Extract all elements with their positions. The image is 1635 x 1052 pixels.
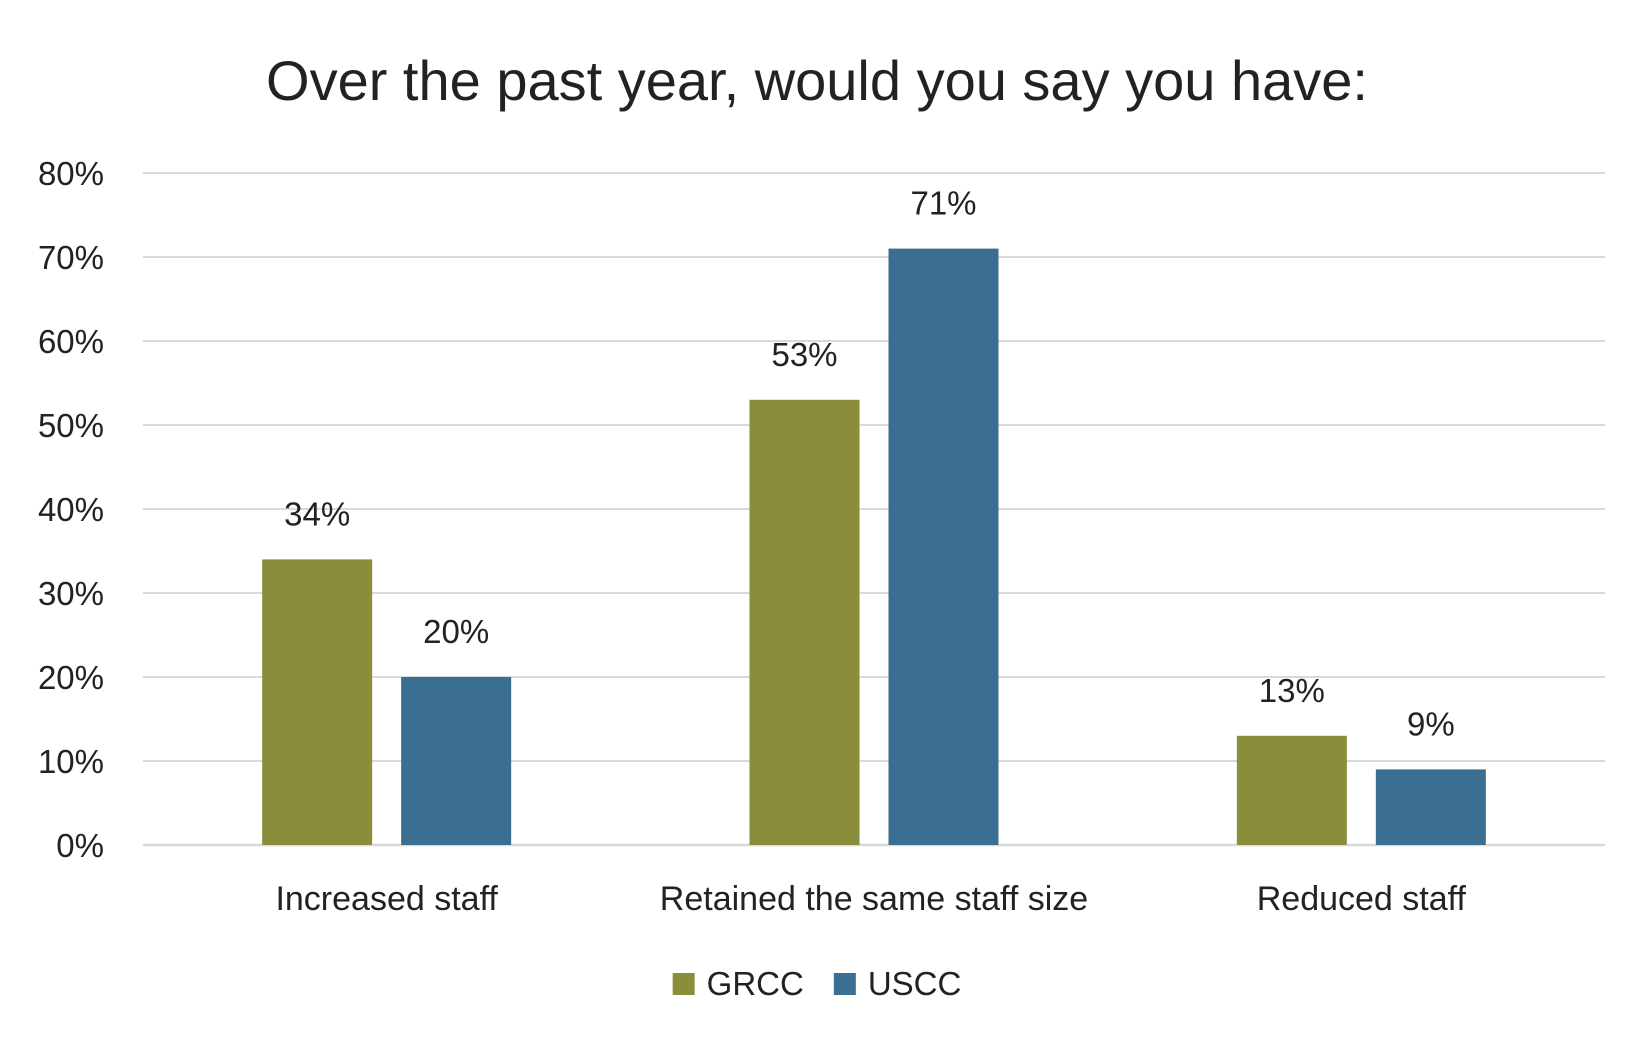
bar-uscc bbox=[888, 248, 999, 846]
y-tick-label: 10% bbox=[38, 743, 104, 780]
legend-label-grcc: GRCC bbox=[707, 965, 804, 1002]
y-tick-label: 60% bbox=[38, 323, 104, 360]
gridlines bbox=[143, 172, 1605, 847]
bar-grcc bbox=[262, 559, 373, 845]
category-label: Retained the same staff size bbox=[660, 880, 1088, 918]
category-label: Increased staff bbox=[275, 880, 498, 918]
category-label: Reduced staff bbox=[1257, 880, 1467, 918]
data-label: 34% bbox=[284, 495, 350, 532]
y-tick-label: 80% bbox=[38, 155, 104, 192]
chart-title: Over the past year, would you say you ha… bbox=[266, 49, 1368, 112]
data-label: 13% bbox=[1259, 672, 1325, 709]
y-tick-label: 70% bbox=[38, 239, 104, 276]
y-tick-label: 50% bbox=[38, 407, 104, 444]
bar-uscc bbox=[401, 677, 512, 845]
y-axis-ticks: 0% 10% 20% 30% 40% 50% 60% 70% 80% bbox=[38, 155, 104, 864]
legend-label-uscc: USCC bbox=[868, 965, 962, 1002]
bars bbox=[262, 248, 1486, 846]
legend: GRCC USCC bbox=[672, 965, 962, 1002]
legend-swatch-grcc bbox=[672, 973, 695, 995]
y-tick-label: 30% bbox=[38, 575, 104, 612]
legend-swatch-uscc bbox=[833, 973, 856, 995]
y-tick-label: 20% bbox=[38, 659, 104, 696]
y-tick-label: 0% bbox=[56, 827, 104, 864]
data-label: 9% bbox=[1407, 705, 1455, 742]
data-labels: 34% 20% 53% 71% 13% 9% bbox=[284, 185, 1455, 743]
x-axis-categories: Increased staff Retained the same staff s… bbox=[275, 880, 1466, 918]
bar-grcc bbox=[1236, 735, 1347, 845]
data-label: 20% bbox=[423, 613, 489, 650]
bar-uscc bbox=[1375, 769, 1486, 845]
bar-grcc bbox=[749, 399, 860, 845]
data-label: 71% bbox=[910, 185, 976, 222]
y-tick-label: 40% bbox=[38, 491, 104, 528]
data-label: 53% bbox=[771, 336, 837, 373]
